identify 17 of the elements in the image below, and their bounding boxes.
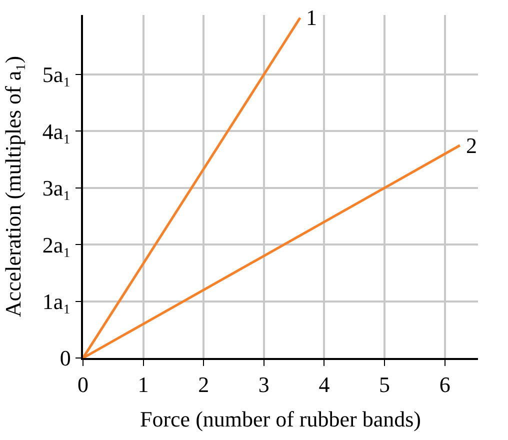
x-tick-label: 5 bbox=[379, 372, 390, 398]
y-tick-label: 4a₁ bbox=[42, 118, 71, 144]
y-tick-label: 2a₁ bbox=[42, 232, 71, 258]
y-axis-title: Acceleration (multiples of a₁) bbox=[0, 56, 26, 318]
y-tick-label: 5a₁ bbox=[42, 62, 71, 88]
x-tick-label: 4 bbox=[318, 372, 330, 398]
x-axis-title: Force (number of rubber bands) bbox=[140, 406, 422, 432]
series-label: 2 bbox=[466, 133, 477, 158]
x-tick-label: 2 bbox=[198, 372, 210, 398]
x-tick-label: 1 bbox=[138, 372, 149, 398]
x-tick-label: 6 bbox=[439, 372, 450, 398]
x-tick-label: 3 bbox=[258, 372, 270, 398]
y-tick-label: 1a₁ bbox=[42, 289, 71, 314]
series-label: 1 bbox=[306, 5, 317, 30]
x-tick-label: 0 bbox=[78, 372, 88, 398]
y-tick-label: 3a₁ bbox=[42, 176, 71, 201]
y-tick-label: 0 bbox=[60, 346, 71, 371]
